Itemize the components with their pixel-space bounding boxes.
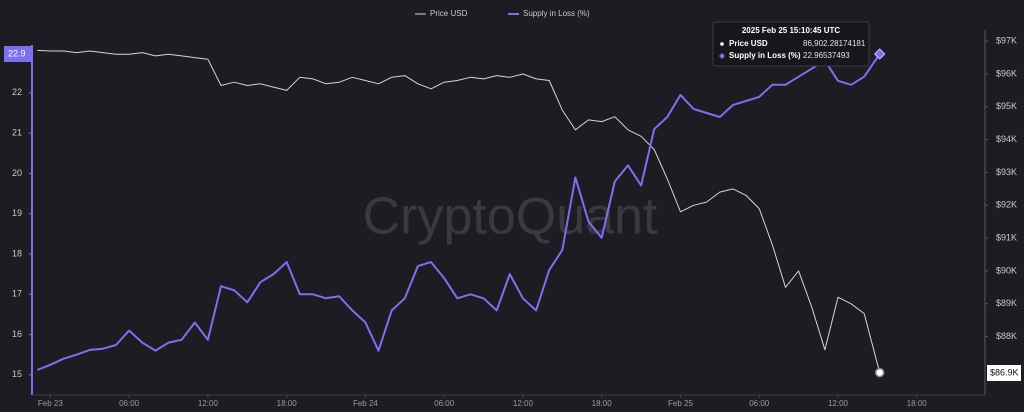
- tooltip-value: 86,902.28174181: [803, 39, 866, 48]
- x-tick-label: 18:00: [277, 399, 298, 408]
- tooltip-label: Supply in Loss (%): [729, 51, 801, 60]
- y-tick-label: 21: [12, 128, 22, 138]
- series-line: [37, 49, 881, 373]
- y2-end-label: $86.9K: [990, 367, 1019, 377]
- tooltip-dot: [720, 42, 724, 46]
- tooltip-value: 22.96537493: [803, 51, 850, 60]
- tooltip-title: 2025 Feb 25 15:10:45 UTC: [742, 26, 840, 35]
- series-line: [36, 53, 881, 371]
- x-tick-label: 06:00: [749, 399, 770, 408]
- x-tick-label: 18:00: [592, 399, 613, 408]
- legend-label: Supply in Loss (%): [523, 9, 590, 18]
- tooltip: [712, 21, 870, 67]
- tooltip-label: Price USD: [729, 39, 768, 48]
- y2-tick-label: $94K: [996, 134, 1017, 144]
- y-tick-label: 15: [12, 369, 22, 379]
- x-tick-label: 12:00: [198, 399, 219, 408]
- y-tick-label: 22: [12, 87, 22, 97]
- x-tick-label: 06:00: [434, 399, 455, 408]
- x-tick-label: 18:00: [907, 399, 928, 408]
- x-tick-label: Feb 24: [353, 399, 378, 408]
- y-tick-label: 18: [12, 248, 22, 258]
- y2-tick-label: $93K: [996, 167, 1017, 177]
- x-tick-label: 06:00: [119, 399, 140, 408]
- x-tick-label: Feb 23: [38, 399, 63, 408]
- tooltip-diamond: [719, 53, 725, 59]
- y2-tick-label: $96K: [996, 68, 1017, 78]
- y-tick-label: 19: [12, 208, 22, 218]
- y2-tick-label: $89K: [996, 298, 1017, 308]
- price-marker: [874, 367, 885, 378]
- y2-end-badge: [987, 365, 1021, 381]
- supply-marker: [874, 48, 886, 60]
- x-tick-label: 12:00: [828, 399, 849, 408]
- y2-tick-label: $97K: [996, 36, 1017, 46]
- y2-tick-label: $91K: [996, 232, 1017, 242]
- y2-tick-label: $95K: [996, 101, 1017, 111]
- y2-tick-label: $92K: [996, 200, 1017, 210]
- watermark: CryptoQuant: [363, 188, 658, 246]
- x-tick-label: Feb 25: [668, 399, 693, 408]
- y-end-badge: [4, 46, 32, 62]
- y-tick-label: 16: [12, 329, 22, 339]
- y2-tick-label: $90K: [996, 265, 1017, 275]
- legend-label: Price USD: [430, 9, 468, 18]
- x-tick-label: 12:00: [513, 399, 534, 408]
- y2-tick-label: $88K: [996, 331, 1017, 341]
- y-end-label: 22.9: [8, 48, 26, 58]
- y-tick-label: 20: [12, 168, 22, 178]
- y-tick-label: 17: [12, 289, 22, 299]
